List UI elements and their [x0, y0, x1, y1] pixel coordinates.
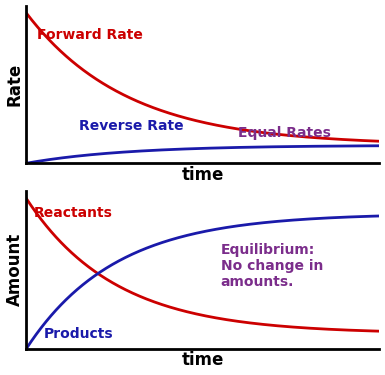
Y-axis label: Amount: Amount [5, 233, 23, 306]
X-axis label: time: time [182, 351, 224, 369]
Y-axis label: Rate: Rate [5, 63, 23, 106]
Text: Products: Products [44, 327, 114, 341]
Text: Equal Rates: Equal Rates [238, 126, 331, 140]
Text: Equilibrium:
No change in
amounts.: Equilibrium: No change in amounts. [221, 243, 323, 289]
Text: Reactants: Reactants [33, 206, 112, 220]
Text: Forward Rate: Forward Rate [37, 28, 143, 42]
X-axis label: time: time [182, 166, 224, 184]
Text: Reverse Rate: Reverse Rate [79, 119, 184, 133]
